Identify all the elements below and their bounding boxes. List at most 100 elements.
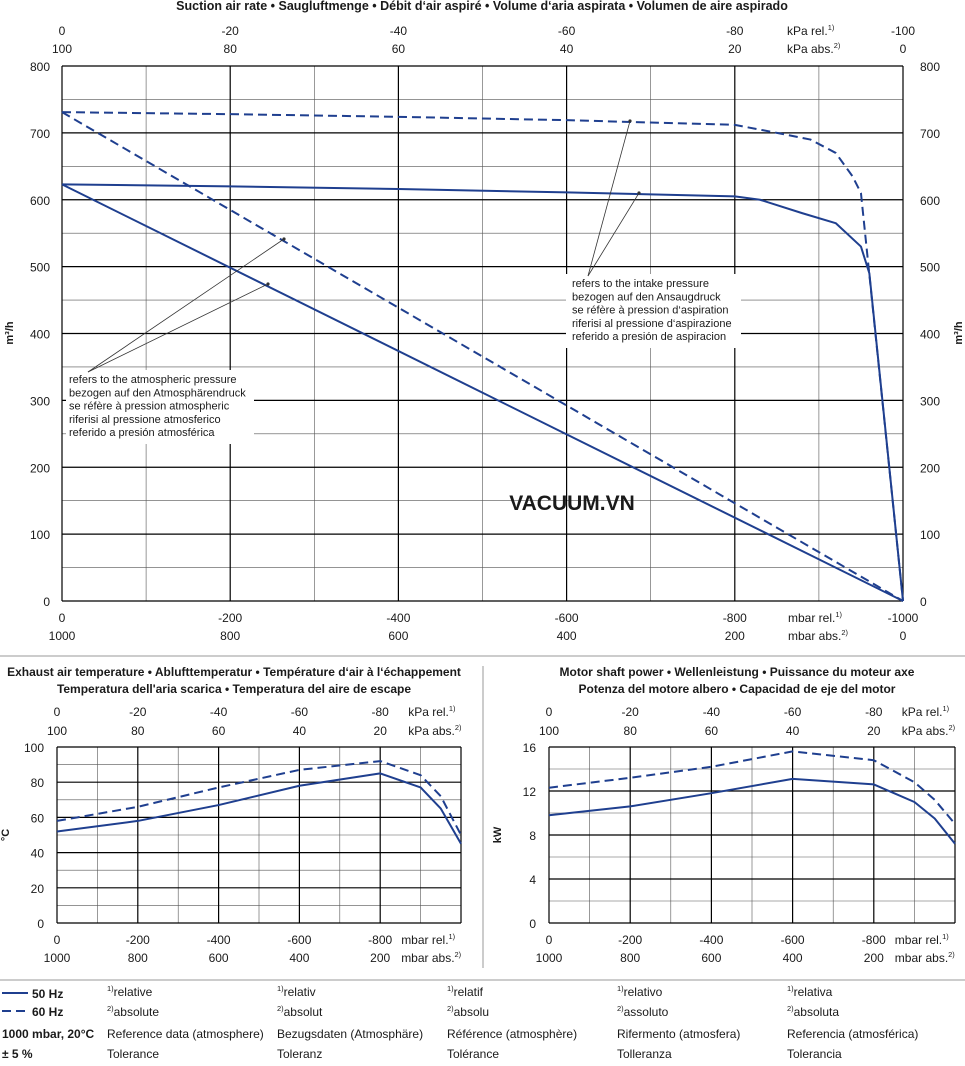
series-line-atmosphere-50hz — [61, 183, 904, 602]
x-bottom-mbar-abs-label: 600 — [388, 629, 408, 643]
x-top-kpa-rel-label: -100 — [891, 24, 915, 38]
power-x-top-kpa-abs: 80 — [624, 724, 638, 738]
leader-line-atmosphere-60hz — [87, 238, 285, 373]
leader-marker — [266, 282, 270, 286]
power-x-bottom-mbar-rel: -800 — [862, 933, 886, 947]
temp-x-top-kpa-rel: -80 — [372, 705, 390, 719]
power-x-top-kpa-abs: 100 — [539, 724, 559, 738]
annotation-intake-line: refers to the intake pressure — [572, 278, 709, 290]
x-bottom-mbar-rel-label: 0 — [59, 611, 66, 625]
legend-tolerance-text: Tolerance — [107, 1047, 159, 1061]
footnote-superscript: 1) — [942, 932, 949, 941]
y-tick-label-left: 600 — [30, 194, 50, 208]
power-x-bottom-mbar-abs: 1000 — [536, 951, 563, 965]
temp-x-top-kpa-rel: 0 — [54, 705, 61, 719]
annotation-atmosphere-line: bezogen auf den Atmosphärendruck — [69, 387, 246, 399]
legend-reference-text: Référence (atmosphère) — [447, 1027, 577, 1041]
power-x-top-kpa-abs: 60 — [705, 724, 719, 738]
temp-y-tick-label: 80 — [31, 776, 45, 790]
y-tick-label-left: 800 — [30, 60, 50, 74]
power-x-top-unit-abs: kPa abs.2) — [902, 723, 956, 738]
temp-x-bottom-mbar-rel: -600 — [287, 933, 311, 947]
series-line-atmosphere-60hz — [61, 111, 904, 602]
temp-y-tick-label: 60 — [31, 811, 45, 825]
legend-tolerance: ± 5 % — [2, 1047, 33, 1061]
power-x-top-kpa-rel: 0 — [546, 705, 553, 719]
x-top-kpa-abs-label: 0 — [900, 42, 907, 56]
temp-x-bottom-mbar-abs: 200 — [370, 951, 390, 965]
y-tick-label-left: 100 — [30, 528, 50, 542]
power-x-top-kpa-abs: 40 — [786, 724, 800, 738]
legend-absolute-text: absoluta — [794, 1005, 840, 1019]
temp-x-bottom-mbar-rel: -400 — [207, 933, 231, 947]
temp-x-bottom-unit-rel: mbar rel.1) — [401, 932, 455, 947]
leader-line-atmosphere-50hz — [87, 283, 269, 373]
legend-absolute-note: 2)absolut — [277, 1004, 323, 1019]
footnote-superscript: 1) — [942, 704, 949, 713]
footnote-superscript: 1) — [835, 610, 842, 619]
power-x-bottom-mbar-rel: 0 — [546, 933, 553, 947]
y-axis-label-right: m³/h — [953, 321, 965, 345]
main-chart-title: Suction air rate • Saugluftmenge • Débit… — [176, 0, 788, 13]
temp-x-top-kpa-abs: 40 — [293, 724, 307, 738]
temp-x-bottom-mbar-rel: -200 — [126, 933, 150, 947]
y-tick-label-right: 500 — [920, 261, 940, 275]
power-x-bottom-unit-abs: mbar abs.2) — [895, 950, 955, 965]
annotation-atmosphere-line: refers to the atmospheric pressure — [69, 374, 237, 386]
x-top-kpa-rel-label: -40 — [390, 24, 408, 38]
temp-x-bottom-mbar-abs: 600 — [209, 951, 229, 965]
footnote-superscript: 2) — [447, 1004, 454, 1013]
x-top-kpa-rel-label: -80 — [726, 24, 744, 38]
footnote-superscript: 2) — [948, 950, 955, 959]
leader-marker — [637, 191, 641, 195]
legend-absolute-text: assoluto — [624, 1005, 669, 1019]
legend-tolerance-text: Tolleranza — [617, 1047, 672, 1061]
x-bottom-mbar-abs-label: 200 — [725, 629, 745, 643]
temp-x-top-kpa-rel: -40 — [210, 705, 228, 719]
watermark-text: VACUUM.VN — [509, 492, 635, 515]
power-x-bottom-unit-rel: mbar rel.1) — [895, 932, 949, 947]
legend-absolute-text: absolute — [114, 1005, 160, 1019]
legend-absolute-text: absolut — [284, 1005, 323, 1019]
x-bottom-mbar-rel-label: -800 — [723, 611, 747, 625]
y-tick-label-left: 700 — [30, 127, 50, 141]
temp-x-bottom-unit-abs: mbar abs.2) — [401, 950, 461, 965]
power-x-bottom-mbar-rel: -200 — [618, 933, 642, 947]
x-top-kpa-abs-label: 80 — [224, 42, 238, 56]
leader-marker — [628, 119, 632, 123]
power-x-top-kpa-rel: -60 — [784, 705, 802, 719]
x-bottom-unit-rel: mbar rel.1) — [788, 610, 842, 625]
y-tick-label-right: 600 — [920, 194, 940, 208]
power-y-tick-label: 16 — [523, 741, 537, 755]
temp-x-bottom-mbar-rel: -800 — [368, 933, 392, 947]
footnote-superscript: 1) — [449, 932, 456, 941]
x-top-kpa-abs-label: 20 — [728, 42, 742, 56]
temp-x-top-unit-rel: kPa rel.1) — [408, 704, 456, 719]
x-top-kpa-abs-label: 100 — [52, 42, 72, 56]
y-tick-label-left: 0 — [43, 595, 50, 609]
temp-x-top-kpa-rel: -60 — [291, 705, 309, 719]
y-tick-label-right: 400 — [920, 328, 940, 342]
legend-relative-note: 1)relativo — [617, 984, 663, 999]
temp-x-bottom-mbar-rel: 0 — [54, 933, 61, 947]
legend-reference-text: Rifermento (atmosfera) — [617, 1027, 740, 1041]
x-bottom-mbar-abs-label: 1000 — [49, 629, 76, 643]
temp-x-top-kpa-abs: 100 — [47, 724, 67, 738]
legend-relative-text: relative — [114, 985, 153, 999]
footnote-superscript: 1) — [828, 23, 835, 32]
temp-x-top-kpa-abs: 60 — [212, 724, 226, 738]
power-x-bottom-mbar-abs: 600 — [701, 951, 721, 965]
annotation-box-intake — [566, 274, 741, 348]
x-bottom-mbar-abs-label: 800 — [220, 629, 240, 643]
temp-chart-subtitle: Temperatura dell'aria scarica • Temperat… — [57, 682, 411, 696]
x-bottom-mbar-rel-label: -1000 — [888, 611, 919, 625]
legend-relative-text: relatif — [454, 985, 484, 999]
legend-relative-note: 1)relativ — [277, 984, 316, 999]
x-bottom-unit-abs: mbar abs.2) — [788, 628, 848, 643]
footnote-superscript: 2) — [617, 1004, 624, 1013]
legend-absolute-text: absolu — [454, 1005, 489, 1019]
footnote-superscript: 1) — [447, 984, 454, 993]
temp-chart-title: Exhaust air temperature • Ablufttemperat… — [7, 665, 461, 679]
footnote-superscript: 1) — [617, 984, 624, 993]
annotation-box-atmosphere — [66, 370, 254, 444]
